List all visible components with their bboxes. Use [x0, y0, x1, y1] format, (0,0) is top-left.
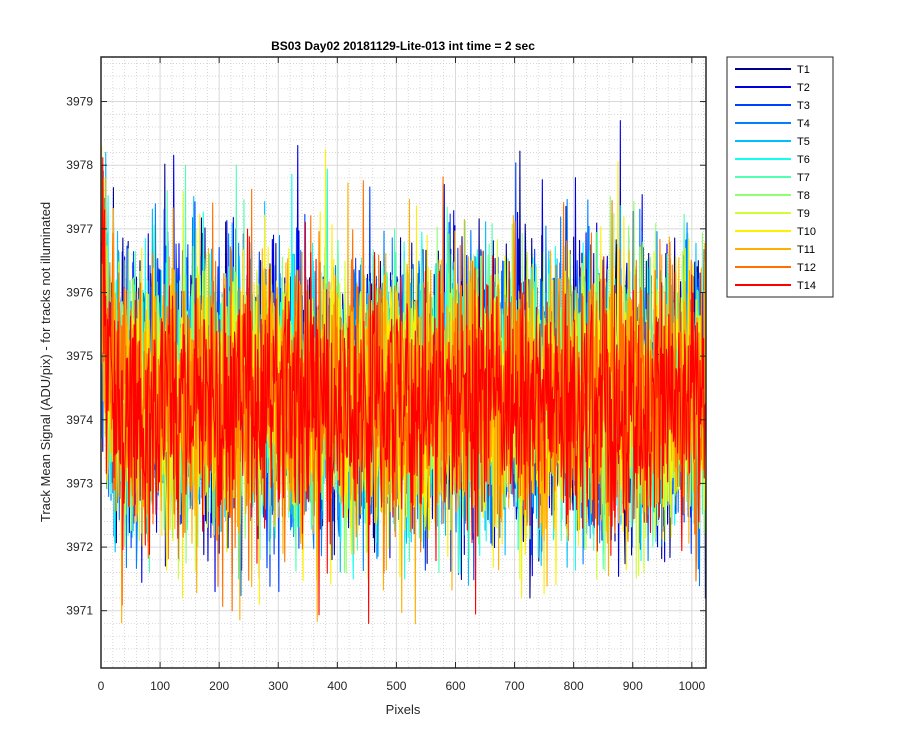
legend-label: T4	[797, 118, 810, 130]
y-tick-label: 3978	[66, 158, 93, 172]
y-tick-label: 3979	[66, 95, 93, 109]
y-tick-label: 3975	[66, 349, 93, 363]
x-tick-label: 200	[209, 679, 229, 693]
y-tick-label: 3973	[66, 476, 93, 490]
legend-label: T12	[797, 262, 816, 274]
legend-label: T5	[797, 136, 810, 148]
x-tick-label: 400	[327, 679, 347, 693]
x-tick-label: 600	[445, 679, 465, 693]
legend-label: T3	[797, 100, 810, 112]
y-axis-ticks: 3971 3972 3973 3974 3975 3976 3977 3978 3979	[66, 95, 706, 618]
x-tick-label: 300	[268, 679, 288, 693]
y-tick-label: 3972	[66, 540, 93, 554]
legend: T1 T2 T3 T4 T5 T6 T7 T8 T9 T10 T11 T12 T14	[726, 56, 834, 298]
legend-label: T7	[797, 172, 810, 184]
y-tick-label: 3971	[66, 604, 93, 618]
legend-label: T11	[797, 244, 815, 256]
y-tick-label: 3977	[66, 222, 93, 236]
x-axis-ticks: 0 100 200 300 400 500 600 700 800 900 1000	[98, 57, 705, 693]
series-layer	[101, 120, 706, 625]
x-axis-label: Pixels	[386, 702, 421, 717]
y-tick-label: 3976	[66, 285, 93, 299]
legend-label: T2	[797, 82, 810, 94]
x-tick-label: 800	[564, 679, 584, 693]
x-tick-label: 0	[98, 679, 105, 693]
y-axis-label: Track Mean Signal (ADU/pix) - for tracks…	[38, 202, 53, 522]
chart-title: BS03 Day02 20181129-Lite-013 int time = …	[271, 39, 535, 53]
y-tick-label: 3974	[66, 413, 93, 427]
legend-label: T14	[797, 280, 816, 292]
legend-label: T1	[797, 64, 810, 76]
x-tick-label: 700	[505, 679, 525, 693]
legend-label: T6	[797, 154, 810, 166]
x-tick-label: 100	[150, 679, 170, 693]
legend-label: T10	[797, 226, 816, 238]
series-line-t14	[101, 157, 706, 624]
x-tick-label: 500	[386, 679, 406, 693]
plot-frame	[100, 56, 707, 669]
x-tick-label: 900	[623, 679, 643, 693]
legend-label: T9	[797, 208, 810, 220]
x-tick-label: 1000	[678, 679, 705, 693]
legend-label: T8	[797, 190, 810, 202]
